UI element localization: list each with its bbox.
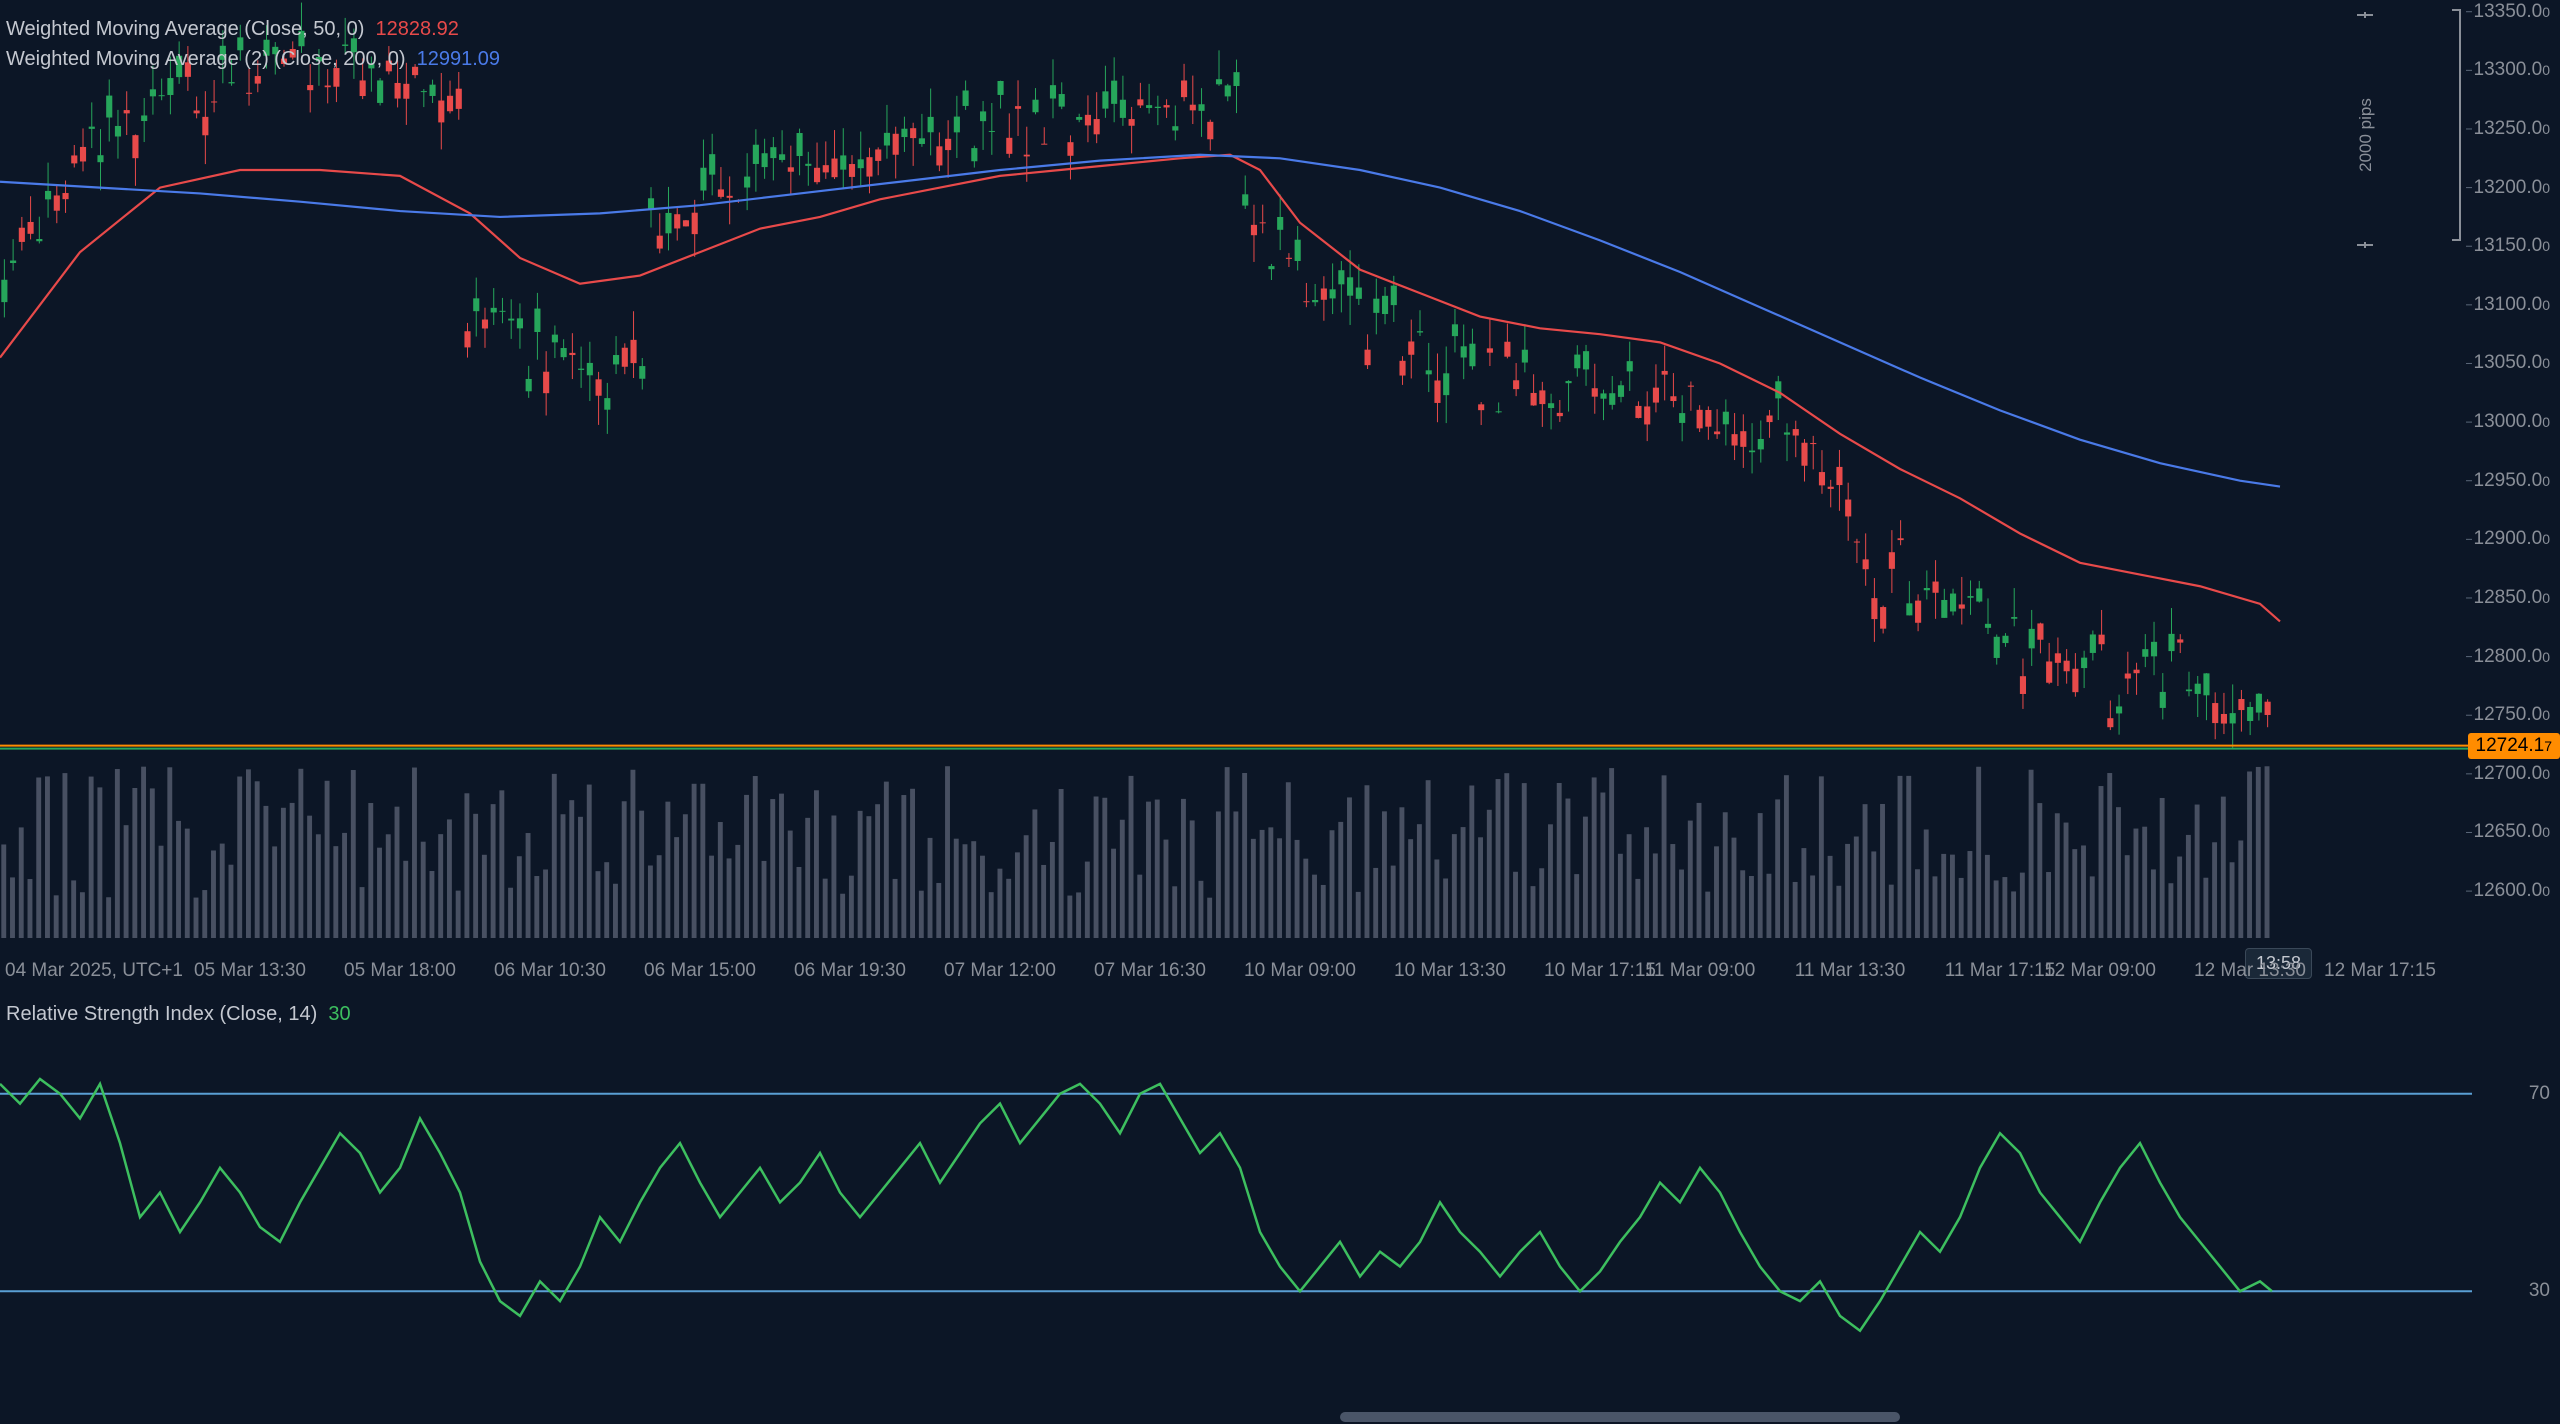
price-tick: 12650.00 bbox=[2474, 821, 2550, 843]
time-tick: 04 Mar 2025, UTC+1 bbox=[5, 960, 183, 982]
time-tick: 12 Mar 17:15 bbox=[2324, 960, 2436, 982]
time-tick: 10 Mar 09:00 bbox=[1244, 960, 1356, 982]
rsi-label-text: Relative Strength Index (Close, 14) bbox=[6, 1003, 317, 1025]
price-tick: 13350.00 bbox=[2474, 1, 2550, 23]
time-axis[interactable]: 04 Mar 2025, UTC+1 05 Mar 13:30 05 Mar 18:… bbox=[0, 960, 2472, 990]
rsi-level-label: 70 bbox=[2529, 1083, 2550, 1105]
time-tick: 12 Mar 09:00 bbox=[2044, 960, 2156, 982]
price-axis[interactable]: 13350.00 13300.00 13250.00 13200.00 13150.00… bbox=[2472, 0, 2560, 975]
price-tick: 13100.00 bbox=[2474, 294, 2550, 316]
time-tick: 12 Mar 13:30 bbox=[2194, 960, 2306, 982]
price-tick: 13150.00 bbox=[2474, 235, 2550, 257]
price-chart-panel[interactable]: Weighted Moving Average (Close, 50, 0) 1… bbox=[0, 0, 2472, 975]
time-tick: 06 Mar 10:30 bbox=[494, 960, 606, 982]
price-tick: 13050.00 bbox=[2474, 352, 2550, 374]
price-tick: 13250.00 bbox=[2474, 118, 2550, 140]
indicator-wma200-value: 12991.09 bbox=[417, 48, 500, 70]
time-tick: 06 Mar 15:00 bbox=[644, 960, 756, 982]
price-tick: 12950.00 bbox=[2474, 470, 2550, 492]
indicator-wma50-label: Weighted Moving Average (Close, 50, 0) 1… bbox=[6, 18, 459, 41]
indicator-wma200-label: Weighted Moving Average (2) (Close, 200,… bbox=[6, 48, 500, 71]
time-tick: 11 Mar 09:00 bbox=[1645, 960, 1756, 982]
rsi-value: 30 bbox=[328, 1003, 350, 1025]
rsi-indicator-label: Relative Strength Index (Close, 14) 30 bbox=[6, 1003, 351, 1026]
horizontal-scrollbar-thumb[interactable] bbox=[1340, 1412, 1900, 1422]
time-tick: 11 Mar 17:15 bbox=[1945, 960, 2056, 982]
time-tick: 10 Mar 13:30 bbox=[1394, 960, 1506, 982]
time-tick: 07 Mar 12:00 bbox=[944, 960, 1056, 982]
time-tick: 05 Mar 13:30 bbox=[194, 960, 306, 982]
price-tick: 12600.00 bbox=[2474, 880, 2550, 902]
price-tick: 12800.00 bbox=[2474, 646, 2550, 668]
rsi-level-label: 30 bbox=[2529, 1280, 2550, 1302]
pips-scale: 2000 pips bbox=[2353, 10, 2377, 250]
horizontal-scrollbar-track[interactable] bbox=[0, 1410, 2560, 1424]
time-tick: 05 Mar 18:00 bbox=[344, 960, 456, 982]
indicator-wma200-text: Weighted Moving Average (2) (Close, 200,… bbox=[6, 48, 405, 70]
price-tick: 12900.00 bbox=[2474, 528, 2550, 550]
time-tick: 11 Mar 13:30 bbox=[1795, 960, 1906, 982]
price-current-badge: 12724.17 bbox=[2468, 733, 2560, 759]
price-tick: 12850.00 bbox=[2474, 587, 2550, 609]
pips-scale-label: 2000 pips bbox=[2356, 98, 2376, 172]
rsi-chart-svg bbox=[0, 995, 2472, 1390]
price-tick: 12750.00 bbox=[2474, 704, 2550, 726]
time-tick: 07 Mar 16:30 bbox=[1094, 960, 1206, 982]
rsi-axis[interactable]: 70 30 bbox=[2472, 995, 2560, 1390]
time-tick: 06 Mar 19:30 bbox=[794, 960, 906, 982]
indicator-wma50-value: 12828.92 bbox=[375, 18, 458, 40]
price-chart-svg bbox=[0, 0, 2472, 975]
price-tick: 12700.00 bbox=[2474, 763, 2550, 785]
price-tick: 13000.00 bbox=[2474, 411, 2550, 433]
time-tick: 10 Mar 17:15 bbox=[1544, 960, 1656, 982]
price-tick: 13200.00 bbox=[2474, 177, 2550, 199]
indicator-wma50-text: Weighted Moving Average (Close, 50, 0) bbox=[6, 18, 364, 40]
price-tick: 13300.00 bbox=[2474, 59, 2550, 81]
rsi-panel[interactable]: Relative Strength Index (Close, 14) 30 7… bbox=[0, 995, 2560, 1390]
